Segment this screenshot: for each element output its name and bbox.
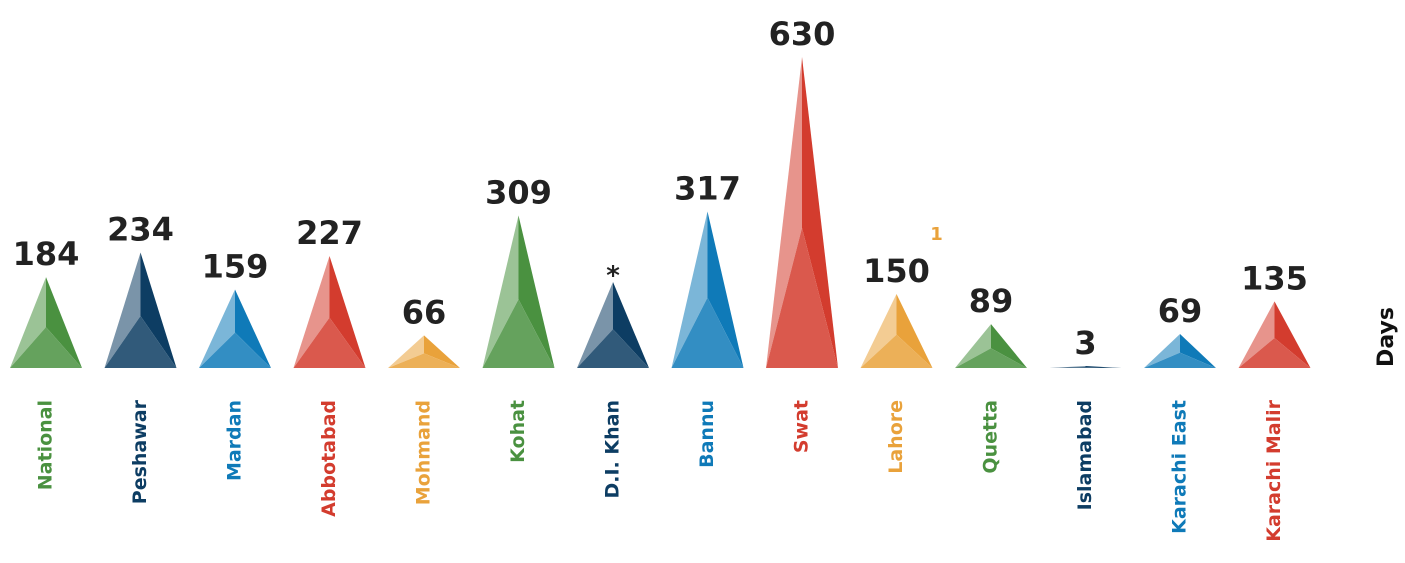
pyramid-left-face	[1144, 333, 1180, 368]
pyramid-right-face	[991, 324, 1027, 368]
pyramid-right-face	[1180, 333, 1216, 368]
value-label: 184	[13, 235, 80, 273]
category-label: Karachi Malir	[1263, 399, 1285, 541]
pyramid-front-face	[955, 348, 1027, 368]
pyramid-right-face	[235, 289, 271, 368]
category-label: Lahore	[885, 400, 907, 474]
category-label: Quetta	[980, 400, 1002, 474]
pyramid-bar	[1238, 301, 1311, 368]
category-label: Peshawar	[129, 399, 151, 504]
pyramid-bar	[955, 324, 1027, 368]
pyramid-bar	[577, 282, 649, 368]
category-label: Mohmand	[413, 400, 435, 505]
pyramid-left-face	[10, 277, 46, 368]
pyramid-right-face	[329, 255, 366, 368]
pyramid-bar	[766, 57, 838, 368]
pyramid-bar	[860, 293, 933, 368]
pyramid-left-face	[1049, 366, 1086, 368]
category-label: Abbotabad	[318, 400, 340, 517]
pyramid-front-face	[671, 297, 744, 368]
pyramid-front-face	[199, 332, 271, 368]
footnote-marker: 1	[930, 224, 943, 245]
pyramid-right-face	[613, 282, 649, 368]
pyramid-bar	[671, 211, 744, 368]
category-label: Mardan	[224, 400, 246, 481]
pyramid-bar	[104, 252, 177, 368]
pyramid-bar	[1049, 366, 1122, 368]
pyramid-bar	[293, 255, 366, 368]
pyramid-bar	[10, 277, 82, 368]
pyramid-right-face	[896, 293, 933, 368]
category-label: D.I. Khan	[602, 400, 624, 499]
pyramid-front-face	[293, 317, 366, 368]
value-label: 227	[296, 214, 363, 252]
value-label: 159	[202, 248, 269, 286]
pyramid-bar	[482, 215, 555, 368]
pyramid-left-face	[388, 335, 424, 368]
value-label: 135	[1241, 259, 1308, 297]
pyramid-front-face	[860, 334, 933, 368]
pyramid-left-face	[482, 215, 519, 368]
category-labels: National Peshawar Mardan Abbotabad Mohmand Ko…	[35, 399, 1286, 541]
pyramid-left-face	[577, 282, 613, 368]
pyramid-front-face	[482, 299, 555, 368]
pyramid-left-face	[860, 293, 897, 368]
pyramid-bar	[1144, 333, 1216, 368]
pyramid-left-face	[766, 57, 802, 368]
value-label: 150	[863, 252, 930, 290]
pyramid-front-face	[10, 327, 82, 368]
category-label: National	[35, 400, 57, 490]
value-label: 234	[107, 210, 174, 248]
pyramid-front-face	[766, 228, 838, 368]
pyramid-left-face	[199, 289, 235, 368]
pyramid-front-face	[1144, 352, 1216, 368]
value-label: 309	[485, 173, 552, 211]
pyramid-right-face	[1274, 301, 1311, 368]
value-label: 3	[1074, 324, 1096, 362]
value-label: 317	[674, 170, 741, 208]
pyramid-front-face	[104, 316, 177, 368]
pyramid-left-face	[1238, 301, 1275, 368]
chart-marks	[10, 57, 1311, 368]
pyramid-right-face	[140, 252, 177, 368]
pyramid-left-face	[104, 252, 141, 368]
value-label: 89	[969, 282, 1014, 320]
pyramid-right-face	[707, 211, 744, 368]
pyramid-bar	[388, 335, 460, 368]
pyramid-bar	[199, 289, 271, 368]
pyramid-right-face	[802, 57, 838, 368]
category-label: Karachi East	[1169, 400, 1191, 534]
value-label: 69	[1158, 292, 1203, 330]
pyramid-right-face	[424, 335, 460, 368]
value-label: 630	[769, 15, 836, 53]
pyramid-left-face	[293, 255, 330, 368]
pyramid-right-face	[518, 215, 555, 368]
pyramid-left-face	[671, 211, 708, 368]
pyramid-front-face	[1238, 338, 1311, 368]
pyramid-right-face	[46, 277, 82, 368]
value-label: *	[606, 261, 620, 291]
pyramid-left-face	[955, 324, 991, 368]
pyramid-right-face	[1085, 366, 1122, 368]
pyramid-front-face	[388, 353, 460, 368]
y-axis-label: Days	[1374, 307, 1399, 367]
pyramid-front-face	[1049, 367, 1122, 368]
category-label: Bannu	[696, 400, 718, 468]
category-label: Islamabad	[1074, 400, 1096, 510]
category-label: Swat	[791, 400, 813, 453]
pyramid-front-face	[577, 329, 649, 368]
category-label: Kohat	[507, 400, 529, 463]
value-label: 66	[402, 293, 447, 331]
